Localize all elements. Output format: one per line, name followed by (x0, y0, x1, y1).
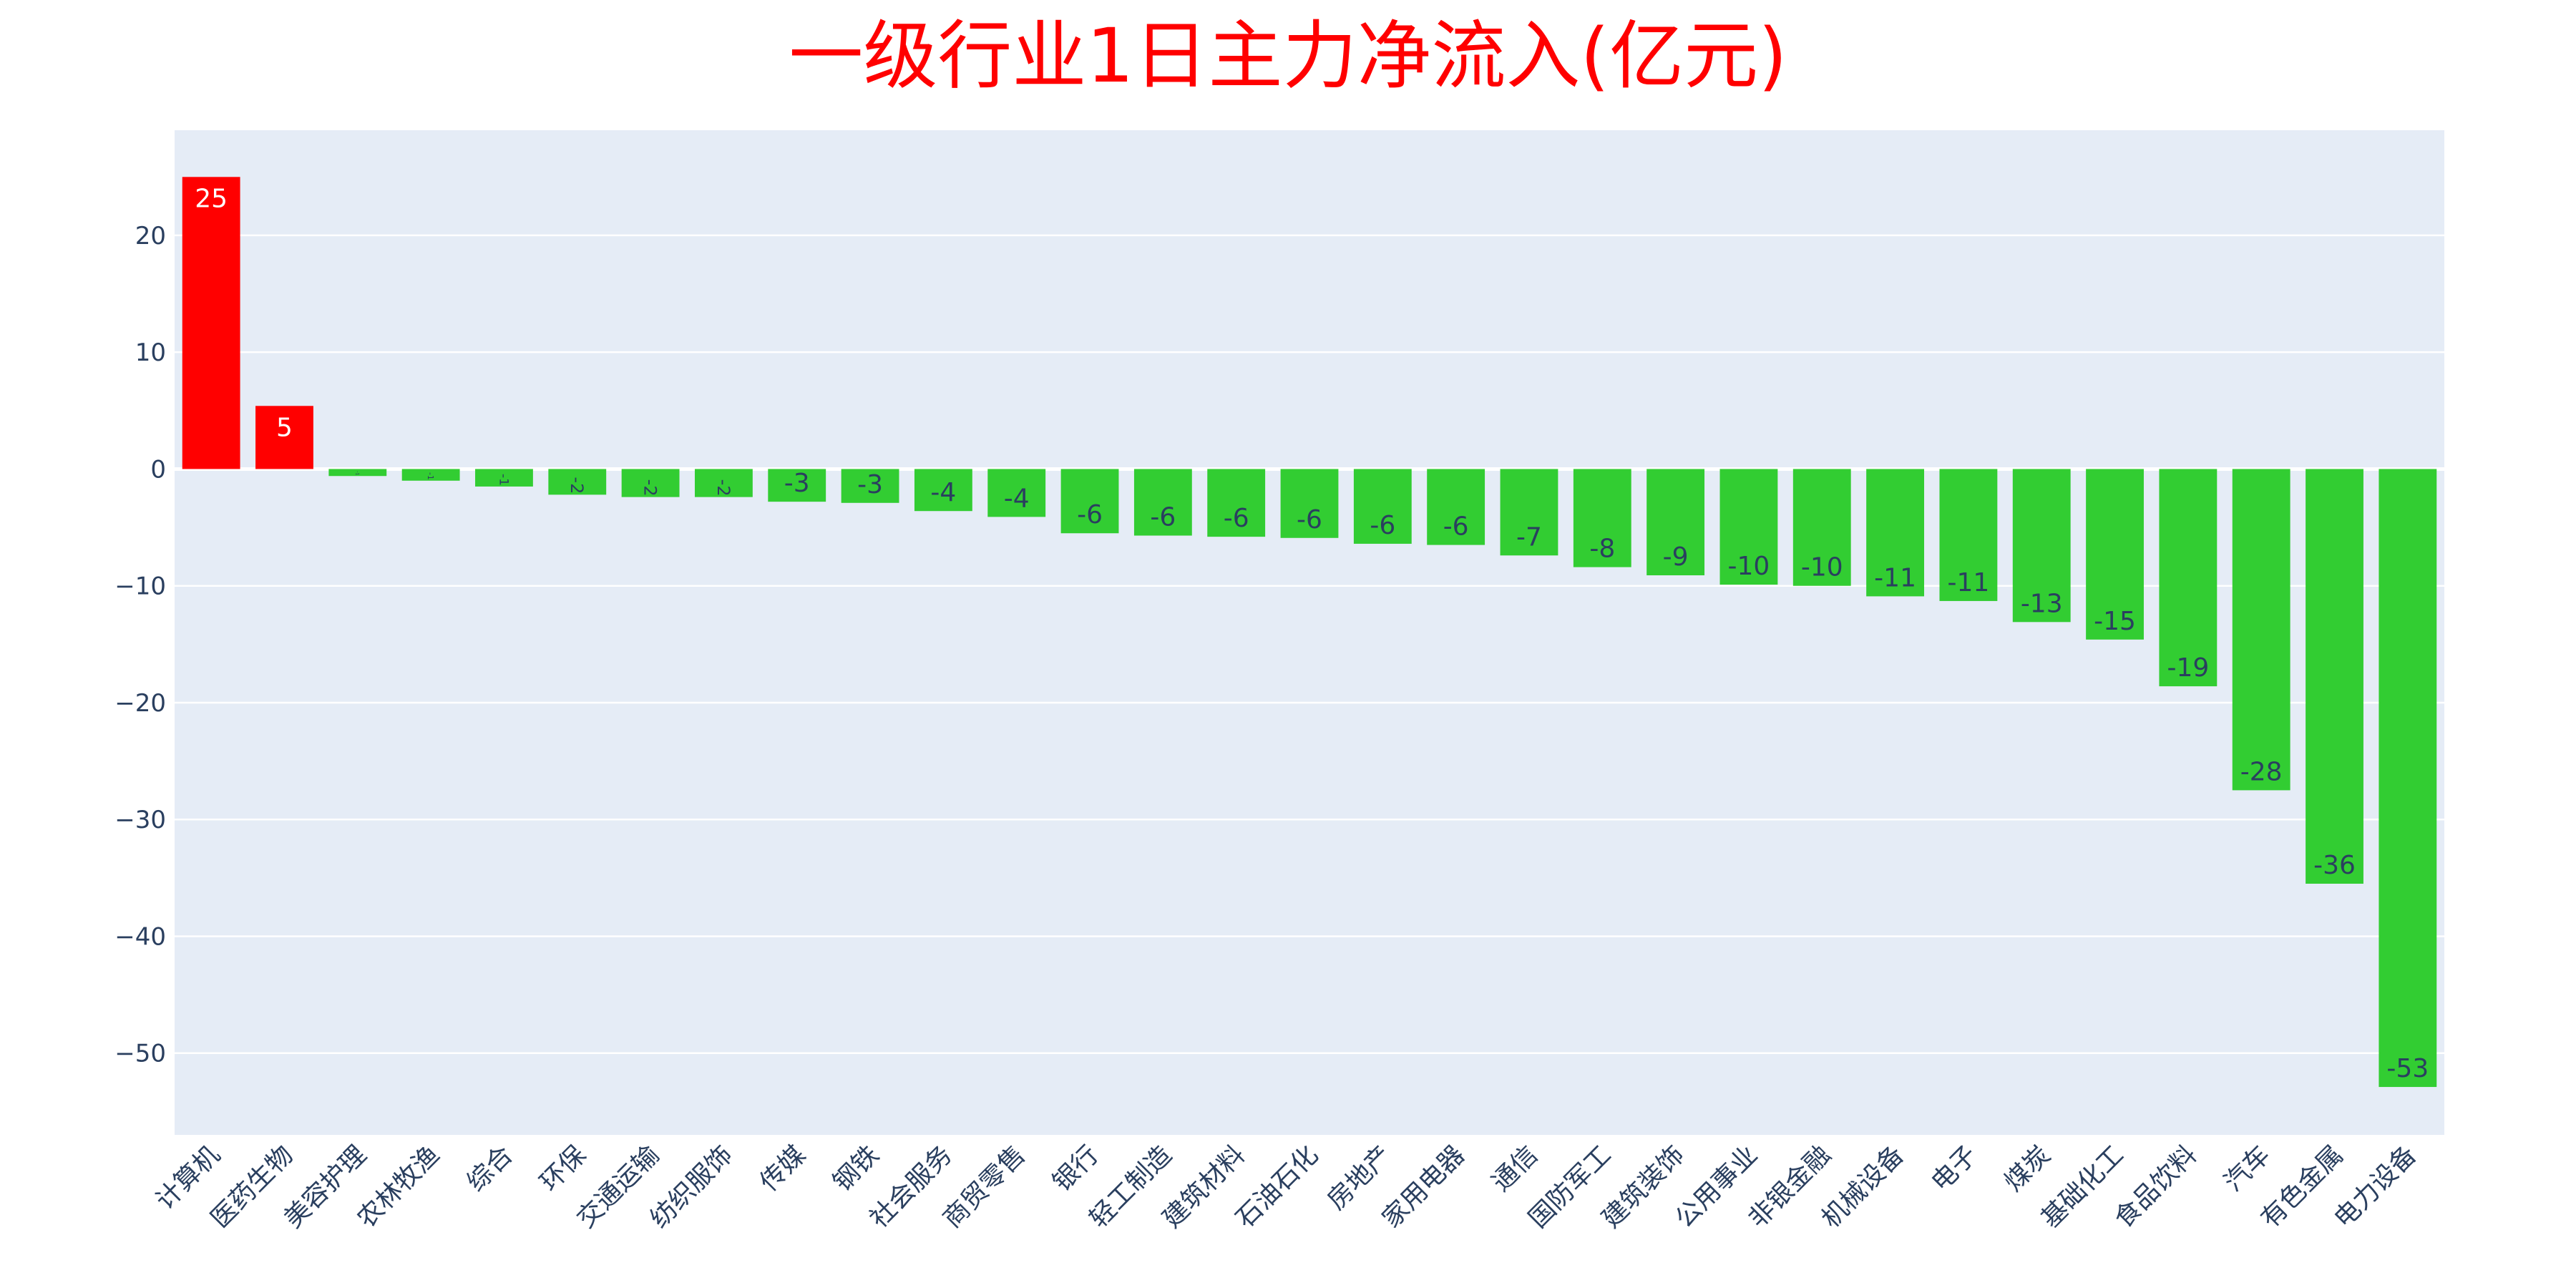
data-label: 25 (195, 184, 228, 213)
data-label: 5 (276, 413, 293, 442)
data-label: -6 (1443, 512, 1469, 542)
y-tick-label: −40 (114, 922, 166, 951)
x-tick-label: 家用电器 (1377, 1140, 1470, 1234)
x-tick-label: 石油石化 (1231, 1140, 1324, 1234)
bar (1866, 469, 1924, 597)
bar (1060, 469, 1119, 534)
bar (1939, 469, 1998, 601)
data-label: -15 (2094, 607, 2136, 636)
chart-title: 一级行业1日主力净流入(亿元) (789, 12, 1787, 99)
x-tick-label: 汽车 (2219, 1140, 2276, 1197)
y-tick-label: −50 (114, 1040, 166, 1068)
y-tick-label: −10 (114, 572, 166, 601)
bar (2306, 469, 2363, 884)
data-label: -53 (2386, 1054, 2429, 1083)
bar (1792, 469, 1851, 586)
data-label: -6 (1224, 504, 1249, 533)
bar (475, 469, 533, 487)
data-label: -10 (1728, 552, 1770, 581)
y-tick-label: 20 (135, 222, 166, 250)
data-label: -2 (567, 477, 587, 494)
data-label: -4 (930, 478, 956, 507)
data-label: -11 (1947, 568, 1989, 597)
x-tick-label: 纺织服饰 (645, 1140, 738, 1234)
bar (1353, 469, 1412, 544)
data-label: -36 (2313, 851, 2356, 880)
data-label: -9 (1663, 542, 1689, 572)
bar (328, 469, 387, 477)
bar (1207, 469, 1266, 537)
y-tick-label: −20 (114, 689, 166, 718)
bar (255, 406, 313, 469)
data-labels: 25 5 -1 -1 -1 -2 -2 -2 -3 -3 -4 -4 -6 -6 -6 -6 -6 -6 -7 -8 -… (195, 184, 2429, 1083)
y-tick-label: −30 (114, 806, 166, 834)
x-tick-label: 商贸零售 (937, 1140, 1031, 1234)
data-label: -6 (1077, 500, 1103, 530)
x-tick-label: 食品饮料 (2109, 1140, 2202, 1234)
data-label: -1 (355, 471, 359, 475)
data-label: -13 (2021, 589, 2063, 618)
bar (182, 177, 240, 469)
data-label: -3 (857, 470, 883, 499)
data-label: -28 (2240, 757, 2283, 786)
x-tick-label: 传媒 (754, 1140, 811, 1197)
x-tick-label: 通信 (1486, 1140, 1543, 1197)
x-tick-label: 综合 (462, 1140, 519, 1197)
bar (1427, 469, 1485, 545)
data-label: -3 (784, 469, 810, 498)
bar (695, 469, 753, 497)
bar (1573, 469, 1631, 567)
bar (2012, 469, 2071, 623)
bars (182, 177, 2437, 1088)
bar (2086, 469, 2144, 640)
data-label: -1 (426, 472, 435, 480)
y-tick-label: 0 (150, 455, 166, 484)
x-axis-tick-labels: 计算机医药生物美容护理农林牧渔 综合 环保交通运输纺织服饰 传媒 钢铁社会服务商贸零售银… (150, 1140, 2422, 1234)
bar (1719, 469, 1778, 585)
data-label: -7 (1516, 522, 1542, 552)
bar (841, 469, 899, 503)
x-tick-label: 机械设备 (1816, 1140, 1910, 1234)
x-tick-label: 钢铁 (828, 1140, 885, 1197)
data-label: -19 (2167, 653, 2209, 683)
bar (1646, 469, 1705, 576)
bar (2232, 469, 2290, 791)
data-label: -10 (1801, 553, 1843, 582)
data-label: -4 (1004, 484, 1030, 513)
x-tick-label: 煤炭 (1999, 1140, 2057, 1197)
bar (768, 469, 826, 502)
data-label: -1 (496, 474, 510, 486)
plot-background (175, 130, 2444, 1135)
bar (914, 469, 972, 512)
bar (548, 469, 607, 495)
x-tick-label: 电子 (1926, 1140, 1983, 1197)
data-label: -6 (1370, 511, 1395, 540)
x-tick-label: 电力设备 (2328, 1140, 2422, 1234)
bar (987, 469, 1046, 517)
data-label: -6 (1150, 502, 1176, 532)
bar (1500, 469, 1558, 556)
x-tick-label: 农林牧渔 (352, 1140, 446, 1234)
bar (1280, 469, 1339, 538)
data-label: -2 (640, 479, 660, 497)
bar (401, 469, 460, 481)
x-tick-label: 银行 (1047, 1140, 1104, 1197)
data-label: -6 (1297, 505, 1322, 535)
bar (2159, 469, 2218, 687)
y-tick-label: 10 (135, 338, 166, 367)
bar (2379, 469, 2437, 1088)
data-label: -8 (1589, 535, 1615, 564)
x-tick-label: 环保 (535, 1140, 592, 1197)
y-axis-tick-labels: 20 10 0 −10 −20 −30 −40 −50 (114, 222, 166, 1068)
bar (621, 469, 680, 497)
data-label: -11 (1874, 563, 1916, 592)
bar (1133, 469, 1192, 536)
data-label: -2 (713, 479, 733, 497)
